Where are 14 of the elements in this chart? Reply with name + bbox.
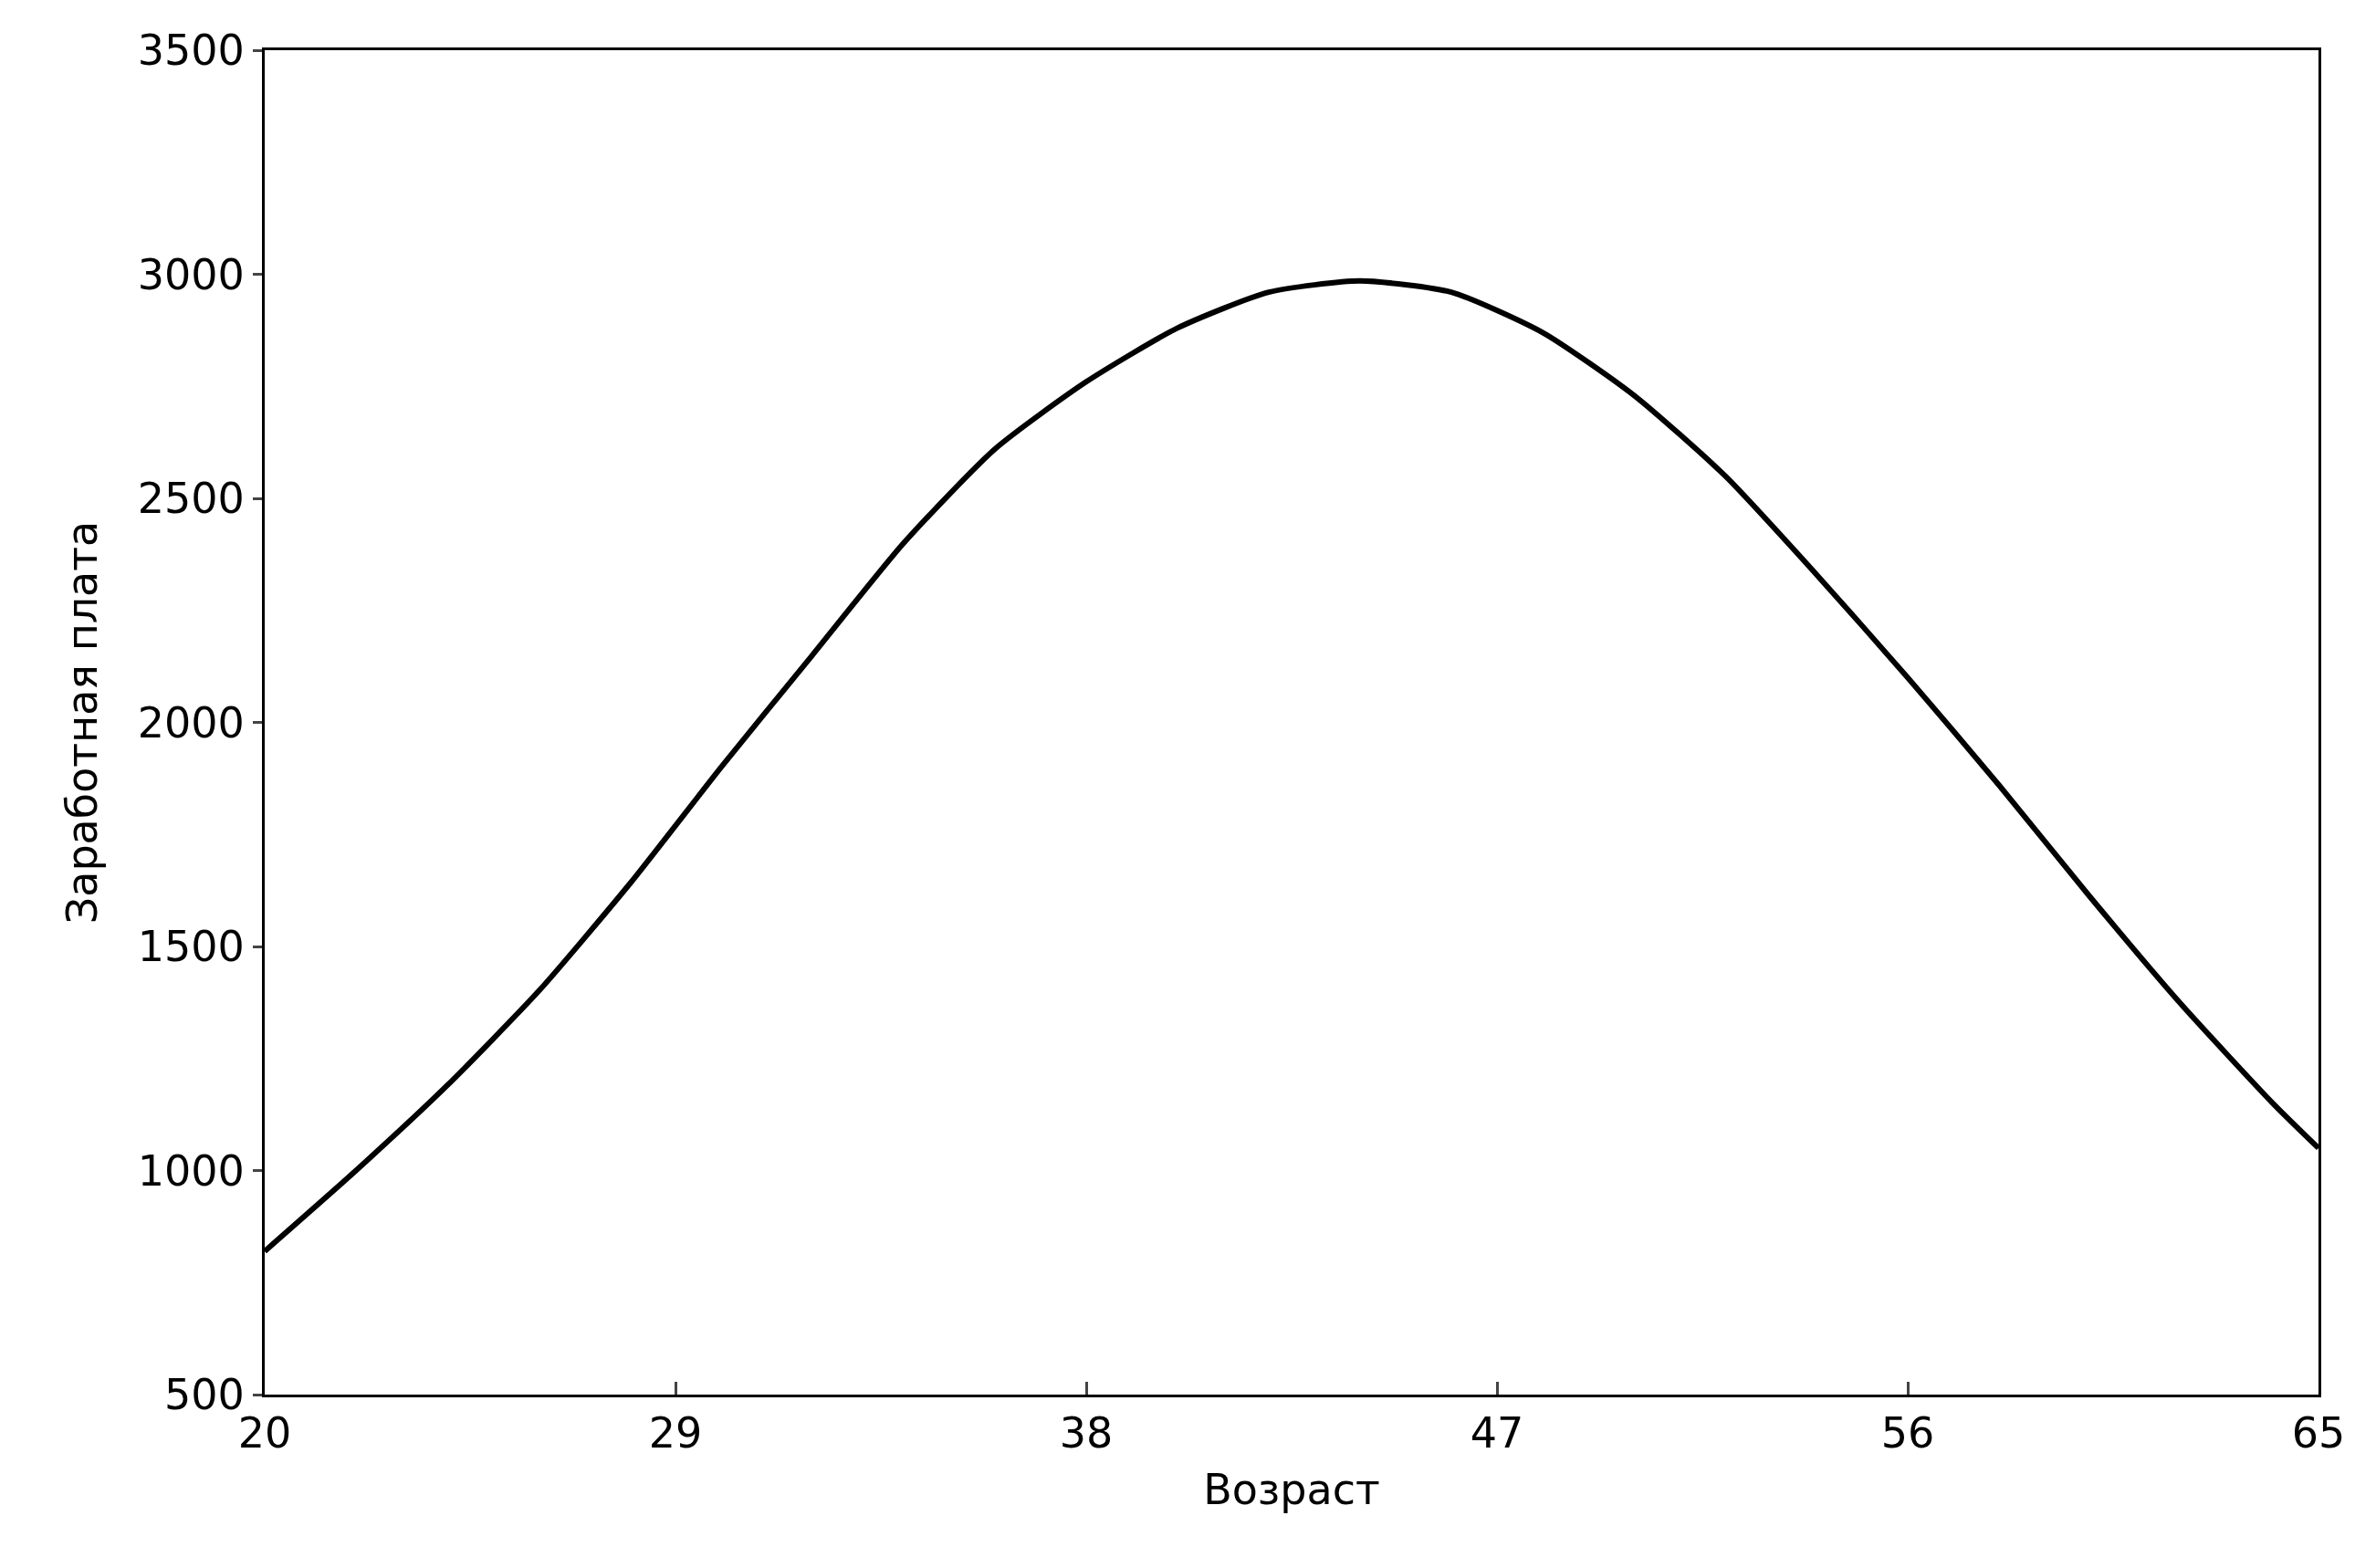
- y-tick-label: 1500: [137, 922, 245, 972]
- x-tick-label: 20: [237, 1408, 292, 1458]
- y-tick-label: 2000: [137, 697, 245, 747]
- x-axis-title: Возраст: [1203, 1464, 1380, 1514]
- y-tick-label: 1000: [137, 1145, 245, 1196]
- y-tick-label: 2500: [137, 474, 245, 524]
- x-tick-label: 65: [2291, 1408, 2346, 1458]
- x-tick-label: 29: [648, 1408, 703, 1458]
- x-tick-label: 47: [1470, 1408, 1524, 1458]
- y-axis-title: Заработная плата: [58, 520, 108, 925]
- x-tick-label: 56: [1880, 1408, 1935, 1458]
- y-tick-label: 3500: [137, 26, 245, 76]
- y-tick-label: 3000: [137, 249, 245, 299]
- x-tick-label: 38: [1059, 1408, 1114, 1458]
